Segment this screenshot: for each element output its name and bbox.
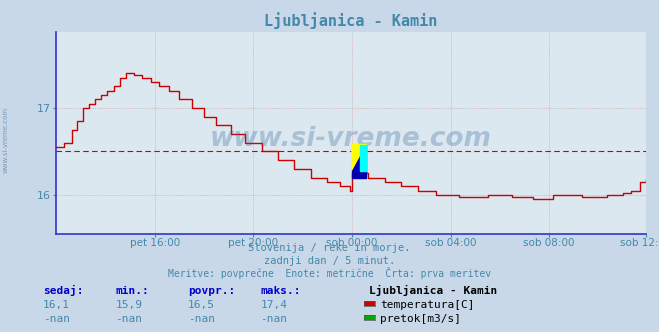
Text: temperatura[C]: temperatura[C] (380, 300, 474, 310)
Text: www.si-vreme.com: www.si-vreme.com (210, 126, 492, 152)
Polygon shape (352, 144, 366, 171)
Text: sedaj:: sedaj: (43, 285, 83, 296)
Text: Ljubljanica - Kamin: Ljubljanica - Kamin (369, 285, 498, 296)
Title: Ljubljanica - Kamin: Ljubljanica - Kamin (264, 12, 438, 29)
Polygon shape (352, 144, 366, 171)
Text: zadnji dan / 5 minut.: zadnji dan / 5 minut. (264, 256, 395, 266)
Text: Slovenija / reke in morje.: Slovenija / reke in morje. (248, 243, 411, 253)
Text: -nan: -nan (115, 314, 142, 324)
Polygon shape (360, 144, 366, 171)
Text: povpr.:: povpr.: (188, 286, 235, 296)
Text: 17,4: 17,4 (260, 300, 287, 310)
Text: -nan: -nan (260, 314, 287, 324)
Text: min.:: min.: (115, 286, 149, 296)
Text: -nan: -nan (43, 314, 70, 324)
Text: 16,5: 16,5 (188, 300, 215, 310)
Text: maks.:: maks.: (260, 286, 301, 296)
Text: 16,1: 16,1 (43, 300, 70, 310)
Text: www.si-vreme.com: www.si-vreme.com (2, 106, 9, 173)
Text: 15,9: 15,9 (115, 300, 142, 310)
Bar (352, 170, 366, 178)
Text: pretok[m3/s]: pretok[m3/s] (380, 314, 461, 324)
Text: -nan: -nan (188, 314, 215, 324)
Text: Meritve: povprečne  Enote: metrične  Črta: prva meritev: Meritve: povprečne Enote: metrične Črta:… (168, 267, 491, 279)
